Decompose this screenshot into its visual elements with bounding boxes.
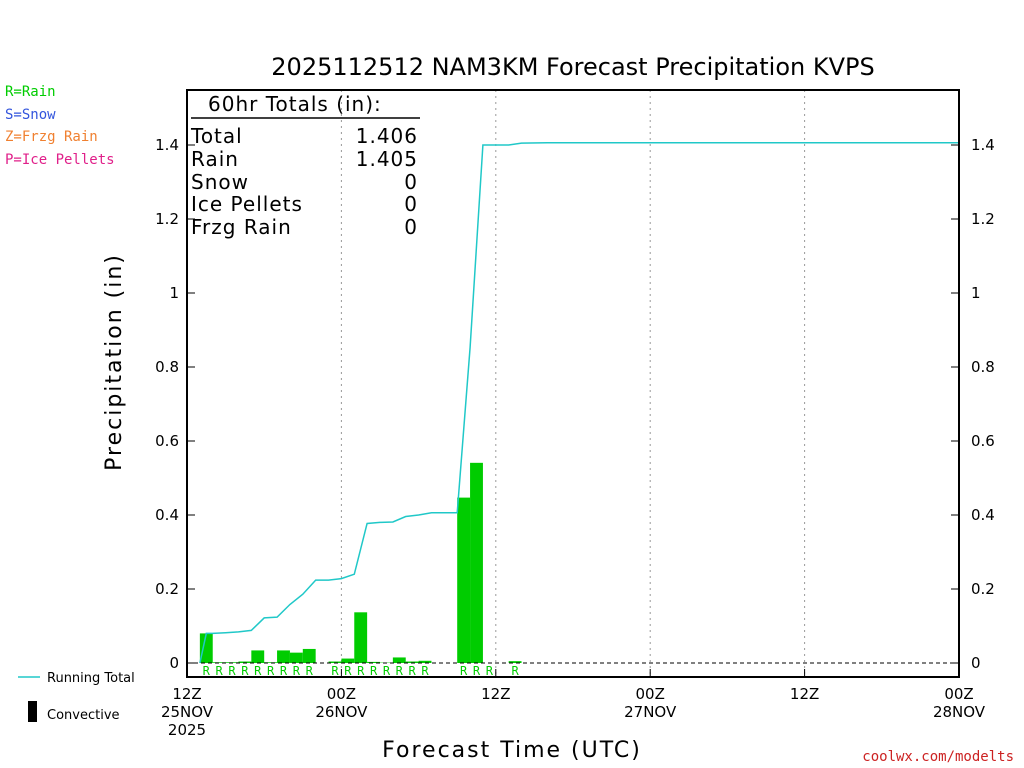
x-tick-label: 28NOV (933, 703, 986, 721)
y-tick-label-right: 1 (971, 284, 981, 302)
rain-bar (457, 497, 471, 663)
rain-bar (418, 660, 432, 663)
x-tick-label: 00Z (944, 685, 973, 703)
rain-bar (302, 648, 316, 663)
ptype-letter: R (409, 664, 417, 678)
ptype-letter: R (203, 664, 211, 678)
ptype-letter: R (216, 664, 224, 678)
ptype-letter: R (383, 664, 391, 678)
y-tick-label-left: 0 (169, 654, 179, 672)
x-tick-label: 12Z (790, 685, 819, 703)
y-tick-label-left: 0.6 (155, 432, 179, 450)
ptype-letter: R (293, 664, 301, 678)
rain-bar (392, 657, 406, 663)
totals-value-total: 1.406 (356, 124, 418, 148)
y-tick-label-left: 0.8 (155, 358, 179, 376)
rain-bar (238, 661, 252, 663)
x-tick-label: 25NOV (161, 703, 214, 721)
totals-header: 60hr Totals (in): (208, 92, 382, 116)
y-tick-label-right: 0.4 (971, 506, 995, 524)
ptype-letter: R (267, 664, 275, 678)
ptype-letter: R (396, 664, 404, 678)
totals-value-frzg-rain: 0 (404, 215, 418, 239)
ptype-letter: R (460, 664, 468, 678)
ptype-letter: R (370, 664, 378, 678)
rain-bar (470, 462, 483, 663)
credit-text: coolwx.com/modelts (862, 749, 1014, 765)
y-axis-label: Precipitation (in) (102, 253, 127, 471)
ptype-letter: R (421, 664, 429, 678)
ptype-letter: R (344, 664, 352, 678)
rain-bar (341, 658, 355, 663)
totals-value-rain: 1.405 (356, 147, 418, 171)
rain-bar (367, 661, 380, 663)
ptype-letter: R (254, 664, 262, 678)
rain-bar (251, 650, 265, 663)
rain-bar (199, 633, 213, 663)
legend-frzg-rain: Z=Frzg Rain (5, 129, 98, 145)
ptype-letter: R (241, 664, 249, 678)
rain-bar (508, 661, 522, 663)
rain-bar (289, 652, 303, 663)
x-tick-label: 00Z (636, 685, 665, 703)
totals-label-frzg-rain: Frzg Rain (191, 215, 292, 239)
totals-value-snow: 0 (404, 170, 418, 194)
rain-bar (354, 612, 368, 663)
legend-snow: S=Snow (5, 107, 56, 123)
ptype-letter: R (511, 664, 519, 678)
convective-key-swatch (28, 701, 37, 722)
y-tick-label-right: 1.4 (971, 136, 995, 154)
totals-value-ice-pellets: 0 (404, 192, 418, 216)
y-tick-label-right: 1.2 (971, 210, 995, 228)
x-tick-label: 12Z (481, 685, 510, 703)
totals-label-total: Total (190, 124, 243, 148)
totals-label-ice-pellets: Ice Pellets (191, 192, 303, 216)
running-total-line (199, 142, 959, 664)
x-tick-label: 26NOV (315, 703, 368, 721)
y-tick-label-left: 0.2 (155, 580, 179, 598)
legend-ice-pellets: P=Ice Pellets (5, 152, 115, 168)
x-tick-label: 12Z (172, 685, 201, 703)
ptype-letter: R (228, 664, 236, 678)
ptype-letter: R (331, 664, 339, 678)
totals-label-snow: Snow (191, 170, 249, 194)
plot-frame (186, 89, 960, 678)
ptype-letter: R (486, 664, 494, 678)
y-tick-label-left: 1.2 (155, 210, 179, 228)
ptype-letter: R (473, 664, 481, 678)
rain-bar (328, 661, 342, 663)
ptype-letter: R (306, 664, 314, 678)
x-tick-label: 00Z (327, 685, 356, 703)
rain-bar (212, 662, 226, 663)
totals-box: 60hr Totals (in): Total 1.406 Rain 1.405… (190, 92, 420, 239)
convective-key-label: Convective (47, 708, 120, 723)
legend-rain: R=Rain (5, 84, 56, 100)
x-axis-label: Forecast Time (UTC) (382, 738, 642, 763)
x-tick-label: 2025 (168, 721, 206, 739)
rain-bar (277, 650, 290, 663)
chart-title: 2025112512 NAM3KM Forecast Precipitation… (271, 53, 874, 81)
y-tick-label-right: 0.8 (971, 358, 995, 376)
y-tick-label-left: 1.4 (155, 136, 179, 154)
y-tick-label-right: 0.6 (971, 432, 995, 450)
y-tick-label-right: 0 (971, 654, 981, 672)
y-tick-label-left: 0.4 (155, 506, 179, 524)
ptype-letter: R (280, 664, 288, 678)
x-tick-label: 27NOV (624, 703, 677, 721)
y-tick-label-right: 0.2 (971, 580, 995, 598)
gridlines (340, 90, 806, 677)
running-total-key-label: Running Total (47, 671, 135, 686)
y-tick-label-left: 1 (169, 284, 179, 302)
rain-bar (264, 662, 278, 663)
totals-label-rain: Rain (191, 147, 239, 171)
rain-bars (199, 462, 522, 663)
ptype-letter: R (357, 664, 365, 678)
y-axis-ticks: 0 00.2 0.20.4 0.40.6 0.60.8 0.81 11.2 1.21.4 1.4 (155, 136, 995, 672)
rain-bar (405, 661, 419, 663)
